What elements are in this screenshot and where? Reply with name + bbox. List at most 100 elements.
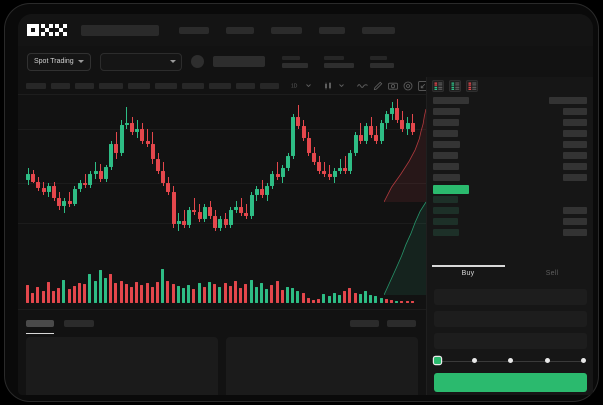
orderbook-ask-row[interactable] bbox=[433, 152, 587, 163]
volume-bar bbox=[31, 292, 35, 303]
order-price-field[interactable] bbox=[434, 289, 587, 305]
trade-side-tabs: Buy Sell bbox=[427, 265, 593, 289]
draw-pencil-icon[interactable] bbox=[373, 81, 383, 91]
toolbar-chip-8[interactable] bbox=[236, 82, 255, 89]
candle-body bbox=[109, 144, 114, 167]
indicator-wave-icon[interactable] bbox=[357, 82, 368, 89]
trading-mode-select[interactable]: Spot Trading bbox=[27, 52, 91, 71]
bottom-tab-bar bbox=[18, 309, 426, 337]
settings-gear-icon[interactable] bbox=[403, 81, 413, 91]
toolbar-chip-6[interactable] bbox=[182, 82, 204, 89]
nav-item-1[interactable] bbox=[226, 26, 254, 34]
candle-body bbox=[67, 201, 72, 204]
bottom-action-0[interactable] bbox=[350, 320, 379, 327]
orderbook-ask-row[interactable] bbox=[433, 119, 587, 130]
candle-body bbox=[296, 117, 301, 126]
toolbar-chip-0[interactable] bbox=[26, 82, 46, 89]
orderbook-bid-row[interactable] bbox=[433, 207, 587, 218]
volume-bar bbox=[176, 286, 180, 303]
bottom-panel-left[interactable] bbox=[26, 337, 218, 395]
volume-bar bbox=[343, 291, 347, 303]
orderbook-ask-row[interactable] bbox=[433, 108, 587, 119]
bottom-action-1[interactable] bbox=[387, 320, 416, 327]
candle-body bbox=[130, 123, 134, 132]
toolbar-chip-7[interactable] bbox=[209, 82, 231, 89]
order-total-field[interactable] bbox=[434, 333, 587, 349]
slider-node-2[interactable] bbox=[508, 358, 513, 363]
orderbook-cell-amount bbox=[563, 218, 587, 225]
orderbook-bid-row[interactable] bbox=[433, 196, 587, 207]
chevron-down-icon bbox=[77, 60, 84, 63]
orderbook-mode-asks-icon[interactable] bbox=[466, 80, 478, 92]
candle-body bbox=[275, 174, 280, 177]
candle-wick bbox=[360, 123, 362, 144]
nav-item-2[interactable] bbox=[271, 26, 302, 34]
slider-node-1[interactable] bbox=[471, 358, 477, 363]
tab-buy[interactable]: Buy bbox=[461, 270, 475, 277]
volume-bar bbox=[296, 290, 300, 303]
candle-wick bbox=[147, 129, 149, 147]
toolbar-chip-2[interactable] bbox=[75, 82, 94, 89]
candle-body bbox=[374, 135, 379, 141]
toolbar-chip-5[interactable] bbox=[155, 82, 177, 89]
candle-body bbox=[78, 183, 82, 189]
orderbook-cell-amount bbox=[563, 229, 587, 236]
nav-item-0[interactable] bbox=[179, 26, 209, 34]
chevron-down-icon[interactable] bbox=[305, 82, 312, 89]
orderbook-spread-row[interactable] bbox=[433, 185, 587, 196]
bottom-tabs-right bbox=[350, 320, 426, 327]
slider-handle[interactable] bbox=[434, 357, 441, 364]
candle-body bbox=[327, 174, 332, 177]
price-chart[interactable] bbox=[18, 95, 426, 309]
orderbook-bid-row[interactable] bbox=[433, 218, 587, 229]
toolbar-chip-1[interactable] bbox=[51, 82, 70, 89]
orderbook-bid-row[interactable] bbox=[433, 229, 587, 240]
candle-wick bbox=[126, 106, 128, 129]
toolbar-chip-3[interactable] bbox=[99, 82, 123, 89]
chevron-down-icon[interactable] bbox=[338, 82, 345, 89]
nav-item-4[interactable] bbox=[362, 26, 395, 34]
orderbook-ask-row[interactable] bbox=[433, 141, 587, 152]
ticker-stat-value bbox=[281, 62, 308, 68]
order-amount-slider[interactable] bbox=[434, 355, 587, 369]
candle-body bbox=[202, 207, 207, 219]
bottom-panel-right[interactable] bbox=[226, 337, 418, 395]
volume-bar bbox=[379, 297, 383, 303]
chart-toolbar: 1D bbox=[18, 77, 428, 95]
volume-bar bbox=[353, 292, 357, 303]
volume-bar bbox=[161, 269, 165, 303]
orderbook-cell-price bbox=[433, 163, 459, 170]
bottom-tab-0[interactable] bbox=[26, 320, 54, 334]
volume-bar bbox=[395, 300, 399, 303]
interval-icon[interactable]: 1D bbox=[291, 82, 300, 90]
slider-node-4[interactable] bbox=[581, 358, 586, 363]
orderbook-ask-row[interactable] bbox=[433, 174, 587, 185]
candle-body bbox=[332, 171, 337, 177]
depth-chart-overlay bbox=[384, 109, 426, 295]
ticker-stat-value bbox=[369, 62, 394, 68]
orderbook-mode-bids-icon[interactable] bbox=[449, 80, 461, 92]
candle-body bbox=[41, 187, 46, 192]
orderbook-ask-row[interactable] bbox=[433, 130, 587, 141]
camera-icon[interactable] bbox=[388, 81, 398, 90]
app-screen: Spot Trading 1D bbox=[18, 14, 593, 395]
tab-sell[interactable]: Sell bbox=[545, 270, 559, 277]
search-input[interactable] bbox=[81, 24, 159, 36]
orderbook-mode-both-icon[interactable] bbox=[432, 80, 444, 92]
okx-logo-icon[interactable] bbox=[27, 24, 67, 36]
bottom-tab-1[interactable] bbox=[64, 320, 94, 327]
orderbook-cell-amount bbox=[563, 174, 587, 181]
slider-node-3[interactable] bbox=[544, 358, 550, 363]
toolbar-chip-9[interactable] bbox=[260, 82, 279, 89]
toolbar-chip-4[interactable] bbox=[128, 82, 150, 89]
nav-item-3[interactable] bbox=[319, 26, 345, 34]
coin-avatar-icon bbox=[190, 55, 204, 68]
pair-select[interactable] bbox=[99, 52, 182, 71]
orderbook-ask-row[interactable] bbox=[433, 163, 587, 174]
order-amount-field[interactable] bbox=[434, 311, 587, 327]
nav-item-list bbox=[179, 26, 395, 34]
submit-buy-button[interactable] bbox=[434, 373, 587, 392]
orderbook-header-row[interactable] bbox=[433, 97, 587, 108]
volume-bar bbox=[182, 288, 185, 303]
charttype-icon[interactable] bbox=[324, 81, 333, 90]
